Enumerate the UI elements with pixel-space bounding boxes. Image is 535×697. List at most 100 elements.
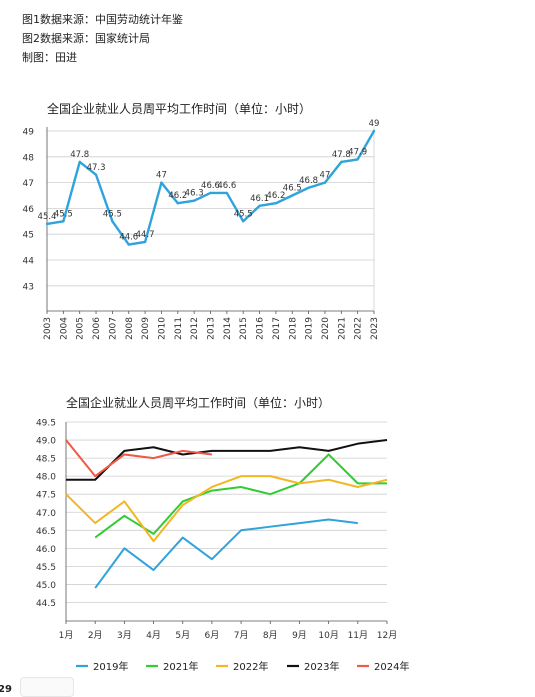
chart1-xtick-label: 2014 bbox=[223, 317, 233, 340]
chart2-ytick-label: 44.5 bbox=[36, 599, 56, 609]
chart1-data-label: 45.5 bbox=[234, 209, 253, 219]
chart1-data-point bbox=[291, 194, 294, 197]
chart1-data-label: 47.3 bbox=[87, 163, 106, 173]
chart1-xtick-label: 2019 bbox=[305, 317, 315, 340]
chart1-data-point bbox=[143, 240, 147, 244]
chart1-data-label: 46.5 bbox=[283, 184, 302, 194]
chart2-ytick-label: 49.5 bbox=[36, 419, 56, 429]
chart1-xtick-label: 2003 bbox=[43, 317, 53, 340]
chart2-xtick-label: 3月 bbox=[117, 630, 132, 641]
chart2-ytick-label: 47.0 bbox=[36, 509, 56, 519]
chart1-data-label: 46.2 bbox=[168, 191, 187, 201]
chart1-data-label: 44.6 bbox=[119, 233, 138, 243]
chart1-data-label: 47 bbox=[320, 171, 331, 181]
chart1-data-point bbox=[160, 181, 163, 184]
chart2-ytick-label: 46.5 bbox=[36, 527, 56, 537]
page-number: 29 bbox=[0, 684, 12, 695]
chart1-data-point bbox=[274, 202, 278, 205]
chart1-data-point bbox=[225, 191, 229, 195]
chart2-ytick-label: 49.0 bbox=[36, 437, 56, 447]
chart2-xtick-label: 2月 bbox=[88, 630, 103, 641]
chart2-ytick-label: 47.5 bbox=[36, 491, 56, 501]
chart1-data-point bbox=[356, 158, 359, 161]
chart2-ytick-label: 48.0 bbox=[36, 473, 56, 483]
chart1-data-label: 47.8 bbox=[70, 150, 89, 160]
chart2-ytick-label: 45.5 bbox=[36, 563, 56, 573]
chart2-xtick-label: 11月 bbox=[348, 630, 368, 641]
chart1-xtick-label: 2017 bbox=[272, 317, 282, 340]
chart2-xtick-label: 1月 bbox=[59, 630, 74, 641]
chart2-xtick-label: 8月 bbox=[263, 630, 278, 641]
chart1-data-label: 45.5 bbox=[103, 209, 122, 219]
chart1-xtick-label: 2020 bbox=[321, 317, 331, 340]
chart1-data-label: 46.8 bbox=[299, 176, 318, 186]
chart1-xtick-label: 2010 bbox=[157, 317, 167, 340]
chart1-data-point bbox=[323, 181, 327, 184]
chart2-xtick-label: 9月 bbox=[292, 630, 307, 641]
chart2-xtick-label: 4月 bbox=[146, 630, 161, 641]
chart2-legend-label: 2023年 bbox=[304, 660, 339, 673]
source-note-chart1: 图1数据来源：中国劳动统计年鉴 bbox=[22, 13, 183, 26]
chart1-data-point bbox=[192, 199, 196, 202]
chart1-xtick-label: 2012 bbox=[190, 317, 200, 340]
chart1-ytick-label: 46 bbox=[23, 205, 35, 215]
chart2-legend-label: 2019年 bbox=[93, 660, 128, 673]
chart2-ytick-label: 45.0 bbox=[36, 581, 56, 591]
chart1-data-label: 46.2 bbox=[266, 191, 285, 201]
chart1-title: 全国企业就业人员周平均工作时间（单位：小时） bbox=[47, 101, 311, 116]
chart1-data-point bbox=[78, 160, 81, 164]
chart1-ytick-label: 49 bbox=[23, 128, 35, 138]
source-notes: 图1数据来源：中国劳动统计年鉴 图2数据来源：国家统计局 制图：田进 bbox=[22, 10, 183, 67]
source-note-chart2: 图2数据来源：国家统计局 bbox=[22, 32, 150, 45]
chart1-data-label: 47.9 bbox=[348, 147, 367, 157]
chart1-xtick-label: 2006 bbox=[92, 317, 102, 340]
chart1-xtick-label: 2023 bbox=[370, 317, 380, 340]
chart1-data-label: 47 bbox=[156, 171, 167, 181]
chart1-xtick-label: 2021 bbox=[337, 317, 347, 340]
chart1-data-label: 46.6 bbox=[201, 181, 220, 191]
chart1-data-label: 46.6 bbox=[217, 181, 236, 191]
chart1-data-point bbox=[45, 222, 49, 226]
chart1-data-point bbox=[340, 160, 343, 164]
chart1-xtick-label: 2016 bbox=[256, 317, 266, 340]
chart1-xtick-label: 2007 bbox=[108, 317, 118, 340]
chart1-xtick-label: 2013 bbox=[207, 317, 217, 340]
chart1-xtick-label: 2018 bbox=[288, 317, 298, 340]
chart1-data-point bbox=[307, 186, 310, 189]
chart1-data-label: 44.7 bbox=[136, 230, 155, 240]
chart1-data-label: 46.3 bbox=[185, 189, 204, 199]
chart1-data-point bbox=[209, 191, 212, 195]
chart1-data-point bbox=[372, 129, 376, 133]
chart1-data-label: 49 bbox=[369, 119, 380, 129]
chart1-data-label: 45.5 bbox=[54, 209, 73, 219]
chart1-xtick-label: 2011 bbox=[174, 317, 184, 340]
chart2-legend-label: 2021年 bbox=[163, 660, 198, 673]
chart1-data-label: 47.8 bbox=[332, 150, 351, 160]
chart1-xtick-label: 2022 bbox=[354, 317, 364, 340]
chart1-ytick-label: 47 bbox=[23, 179, 34, 189]
chart1-xtick-label: 2005 bbox=[76, 317, 86, 340]
page-tab bbox=[20, 677, 74, 697]
chart1-data-point bbox=[258, 204, 261, 208]
chart2-legend-label: 2024年 bbox=[374, 660, 409, 673]
chart1-ytick-label: 48 bbox=[23, 153, 35, 163]
chart2-series-line-2021年 bbox=[94, 453, 387, 539]
chart1-ytick-label: 44 bbox=[23, 257, 35, 267]
chart1-ytick-label: 43 bbox=[23, 282, 34, 292]
chart2-xtick-label: 6月 bbox=[205, 630, 220, 641]
chart1-data-point bbox=[242, 220, 245, 223]
chart2-series-line-2019年 bbox=[94, 518, 358, 589]
chart1-data-label: 46.1 bbox=[250, 194, 269, 204]
chart2-xtick-label: 7月 bbox=[234, 630, 249, 641]
chart2-series-line-2024年 bbox=[65, 439, 213, 478]
chart2-xtick-label: 10月 bbox=[318, 630, 338, 641]
chart2-title: 全国企业就业人员周平均工作时间（单位：小时） bbox=[66, 395, 330, 410]
chart1-data-point bbox=[176, 202, 179, 205]
chart2-xtick-label: 12月 bbox=[377, 630, 397, 641]
chart1-data-point bbox=[94, 173, 98, 177]
chart2-series-line-2023年 bbox=[66, 439, 388, 481]
chart1-xtick-label: 2004 bbox=[59, 317, 69, 340]
chart2-series-line-2022年 bbox=[65, 475, 388, 543]
chart2-ytick-label: 48.5 bbox=[36, 455, 56, 465]
